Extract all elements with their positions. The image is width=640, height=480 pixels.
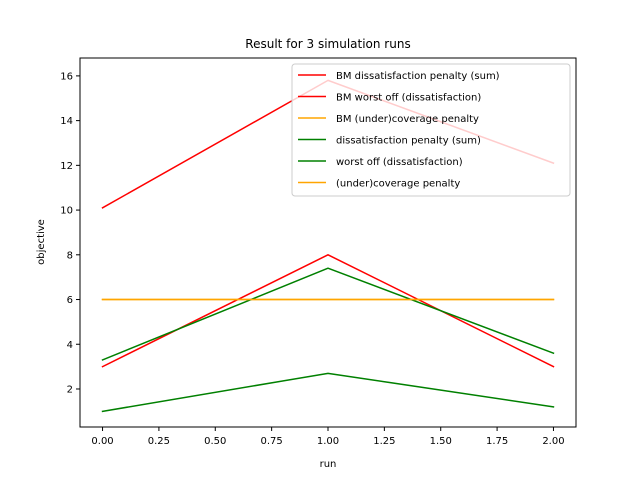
y-axis: 2 4 6 8 10 12 14 16 — [60, 71, 80, 395]
legend-entry: BM worst off (dissatisfaction) — [336, 93, 481, 104]
y-tick-label: 10 — [60, 206, 73, 217]
legend-box — [291, 63, 571, 197]
y-tick-label: 8 — [67, 250, 73, 261]
y-tick-label: 2 — [67, 384, 73, 395]
legend-entry: dissatisfaction penalty (sum) — [336, 136, 481, 147]
x-tick-label: 0.75 — [261, 436, 283, 447]
x-axis: 0.00 0.25 0.50 0.75 1.00 1.25 1.50 1.75 2.00 — [91, 427, 565, 447]
series-line-5 — [101, 372, 555, 413]
y-tick-label: 6 — [67, 295, 73, 306]
legend-entry: BM dissatisfaction penalty (sum) — [336, 71, 500, 82]
y-tick-label: 16 — [60, 71, 73, 82]
legend: BM dissatisfaction penalty (sum) BM worst… — [291, 63, 571, 197]
y-tick-label: 12 — [60, 161, 73, 172]
x-tick-label: 0.25 — [148, 436, 170, 447]
x-tick-label: 2.00 — [542, 436, 564, 447]
series-line-2 — [101, 254, 555, 368]
y-tick-label: 14 — [60, 116, 73, 127]
x-tick-label: 0.00 — [91, 436, 113, 447]
legend-entry: BM (under)coverage penalty — [336, 114, 479, 125]
y-axis-label: objective — [36, 219, 47, 265]
x-tick-label: 0.50 — [204, 436, 226, 447]
legend-entry: worst off (dissatisfaction) — [336, 157, 463, 168]
x-tick-label: 1.00 — [317, 436, 339, 447]
legend-entry: (under)coverage penalty — [336, 179, 460, 190]
x-tick-label: 1.50 — [430, 436, 452, 447]
chart-title: Result for 3 simulation runs — [245, 37, 410, 51]
series-line-4 — [101, 267, 555, 361]
y-tick-label: 4 — [67, 340, 73, 351]
x-tick-label: 1.75 — [486, 436, 508, 447]
x-tick-label: 1.25 — [373, 436, 395, 447]
x-axis-label: run — [320, 459, 337, 470]
